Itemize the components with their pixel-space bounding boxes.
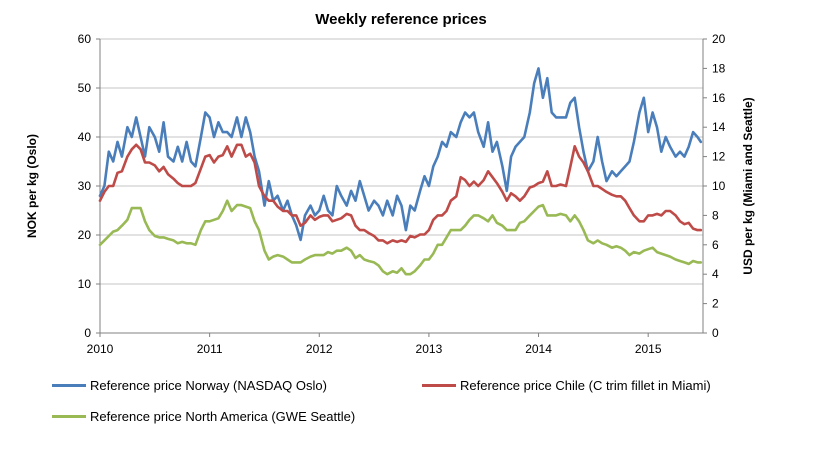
legend-swatch-chile <box>422 384 456 387</box>
series-line-chile <box>98 143 703 245</box>
y-right-tick-label: 8 <box>712 208 719 222</box>
y-left-tick-label: 60 <box>78 32 92 46</box>
y-left-tick-label: 10 <box>78 277 92 291</box>
grid-layer <box>100 38 703 285</box>
legend-item-norway: Reference price Norway (NASDAQ Oslo) <box>52 378 327 393</box>
y-right-tick-label: 10 <box>712 179 726 193</box>
legend-label-chile: Reference price Chile (C trim fillet in … <box>460 378 711 393</box>
y-right-tick-label: 14 <box>712 120 726 134</box>
y-right-tick-label: 4 <box>712 267 719 281</box>
y-right-tick-label: 6 <box>712 238 719 252</box>
y-right-tick-label: 16 <box>712 91 726 105</box>
legend-label-north-america: Reference price North America (GWE Seatt… <box>90 409 356 424</box>
y-right-tick-label: 18 <box>712 61 726 75</box>
series-line-norway <box>98 67 703 242</box>
y-left-tick-label: 40 <box>78 130 92 144</box>
legend-swatch-north-america <box>52 415 86 418</box>
y-right-tick-label: 2 <box>712 297 719 311</box>
x-tick-label: 2010 <box>87 342 114 356</box>
x-tick-label: 2013 <box>416 342 443 356</box>
legend-item-chile: Reference price Chile (C trim fillet in … <box>422 378 711 393</box>
x-tick-label: 2014 <box>525 342 552 356</box>
y-left-tick-label: 30 <box>78 179 92 193</box>
y-right-tick-label: 12 <box>712 150 726 164</box>
legend-swatch-norway <box>52 384 86 387</box>
legend-label-norway: Reference price Norway (NASDAQ Oslo) <box>90 378 327 393</box>
axis-layer: 0 10 20 30 40 50 60 0 2 4 6 8 10 12 14 16 18 20 2010 2011 20… <box>78 32 726 356</box>
y-left-tick-label: 20 <box>78 228 92 242</box>
series-line-north-america <box>98 199 703 276</box>
x-tick-label: 2012 <box>306 342 333 356</box>
y-axis-left-label: NOK per kg (Oslo) <box>25 134 39 238</box>
y-right-tick-label: 0 <box>712 326 719 340</box>
y-axis-right-label: USD per kg (Miami and Seattle) <box>741 97 755 274</box>
x-tick-label: 2015 <box>635 342 662 356</box>
y-right-tick-label: 20 <box>712 32 726 46</box>
y-left-tick-label: 50 <box>78 81 92 95</box>
x-tick-label: 2011 <box>197 342 223 356</box>
legend-item-north-america: Reference price North America (GWE Seatt… <box>52 409 355 424</box>
y-left-tick-label: 0 <box>84 326 91 340</box>
series-layer <box>98 67 703 276</box>
chart-title: Weekly reference prices <box>315 11 487 28</box>
